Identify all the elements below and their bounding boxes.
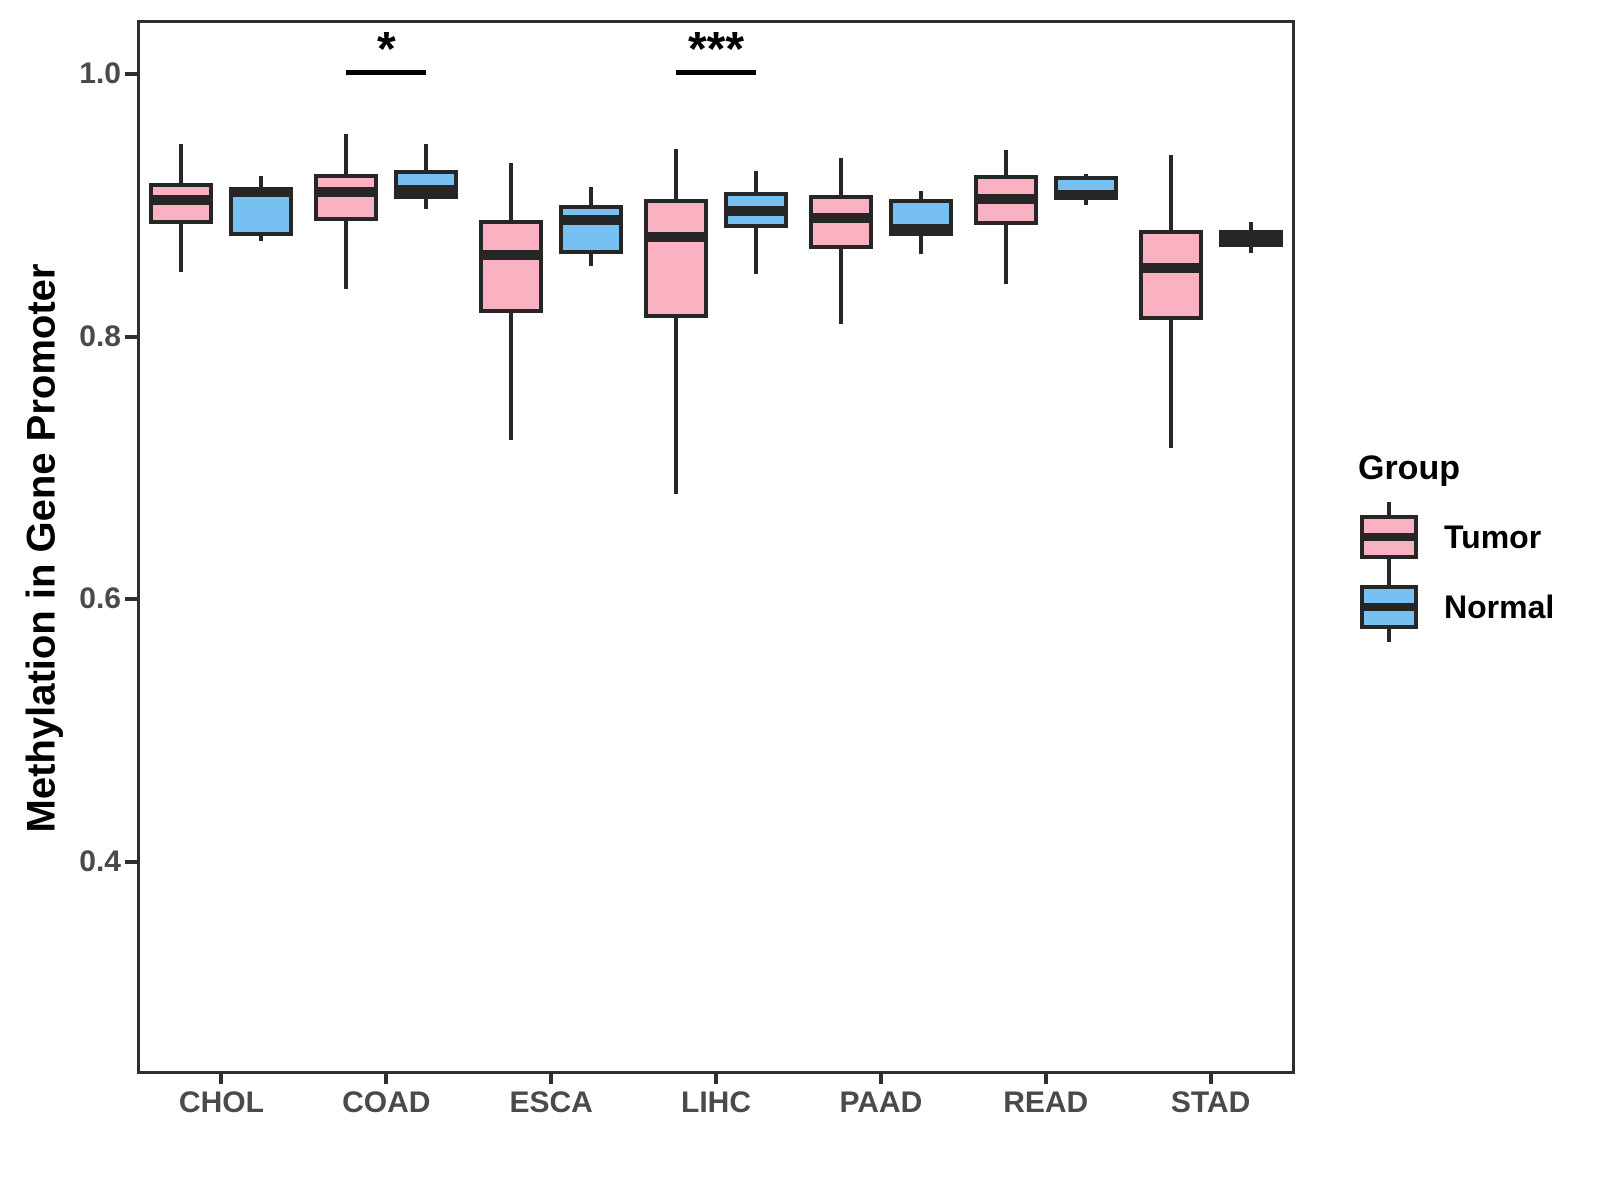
box-COAD-Tumor [314, 173, 379, 222]
x-tick-STAD [1208, 1072, 1213, 1084]
significance-label-COAD: * [376, 23, 396, 76]
legend-label-tumor: Tumor [1444, 518, 1542, 555]
legend-entry-tumor: Tumor [1358, 502, 1554, 572]
median-line-PAAD-Normal [888, 223, 953, 234]
x-tick-label-READ: READ [1003, 1086, 1089, 1119]
box-ESCA-Tumor [479, 219, 544, 314]
x-tick-READ [1043, 1072, 1048, 1084]
y-tick-label-0.4: 0.4 [79, 845, 121, 879]
median-line-COAD-Normal [394, 184, 459, 195]
median-line-ESCA-Tumor [479, 250, 544, 261]
y-tick-label-0.8: 0.8 [79, 319, 121, 353]
key-median-line [1360, 533, 1418, 541]
legend-title: Group [1358, 449, 1460, 487]
boxplot-key-icon [1358, 572, 1420, 642]
legend: Group Tumor Normal [1358, 448, 1554, 642]
x-tick-label-ESCA: ESCA [509, 1086, 593, 1119]
y-tick-0.4 [125, 860, 139, 865]
key-whisker-top [1387, 572, 1391, 585]
box-STAD-Tumor [1138, 230, 1203, 320]
x-tick-ESCA [549, 1072, 554, 1084]
median-line-STAD-Tumor [1138, 263, 1203, 274]
box-COAD-Normal [394, 169, 459, 199]
whisker-LIHC-Tumor [674, 148, 678, 495]
y-tick-label-0.6: 0.6 [79, 582, 121, 616]
x-tick-COAD [384, 1072, 389, 1084]
median-line-LIHC-Normal [724, 205, 788, 216]
legend-label-normal: Normal [1444, 588, 1555, 625]
x-tick-label-COAD: COAD [342, 1086, 431, 1119]
median-line-READ-Tumor [973, 193, 1038, 204]
key-whisker-top [1387, 502, 1391, 515]
x-tick-label-PAAD: PAAD [839, 1086, 923, 1119]
median-line-ESCA-Normal [559, 214, 624, 225]
x-tick-label-LIHC: LIHC [681, 1086, 751, 1119]
significance-bar-COAD [346, 70, 427, 75]
median-line-COAD-Tumor [314, 187, 379, 198]
y-tick-1.0 [125, 72, 139, 76]
x-tick-LIHC [714, 1072, 718, 1084]
median-line-STAD-Normal [1218, 233, 1283, 244]
x-tick-CHOL [219, 1072, 224, 1084]
median-line-READ-Normal [1053, 189, 1118, 200]
y-tick-label-1.0: 1.0 [79, 57, 121, 90]
significance-label-LIHC: *** [687, 23, 745, 76]
median-line-LIHC-Tumor [644, 231, 708, 242]
boxplot-key-icon [1358, 502, 1420, 572]
x-tick-PAAD [878, 1072, 883, 1084]
key-whisker-bottom [1387, 559, 1391, 572]
y-tick-0.8 [125, 334, 139, 339]
key-whisker-bottom [1387, 629, 1391, 642]
box-LIHC-Tumor [644, 198, 708, 319]
median-line-CHOL-Normal [229, 187, 294, 198]
x-tick-label-CHOL: CHOL [178, 1086, 264, 1119]
y-tick-0.6 [125, 597, 139, 602]
box-ESCA-Normal [559, 205, 624, 254]
key-median-line [1360, 603, 1418, 611]
x-tick-label-STAD: STAD [1170, 1086, 1251, 1119]
median-line-CHOL-Tumor [149, 195, 214, 206]
legend-entry-normal: Normal [1358, 572, 1554, 642]
median-line-PAAD-Tumor [808, 213, 873, 224]
significance-bar-LIHC [676, 70, 756, 75]
